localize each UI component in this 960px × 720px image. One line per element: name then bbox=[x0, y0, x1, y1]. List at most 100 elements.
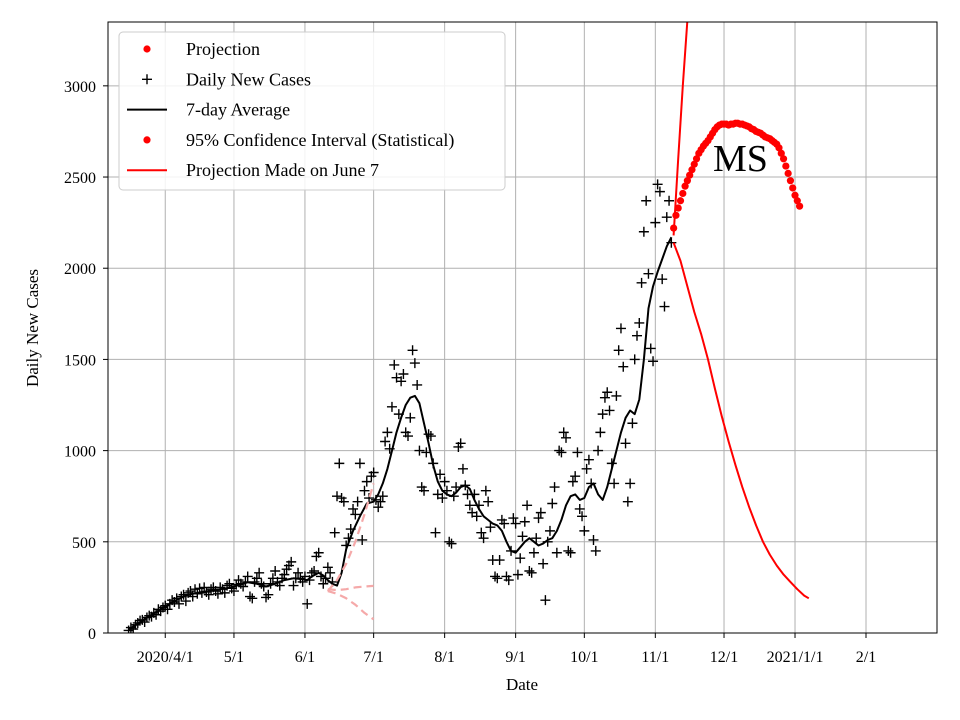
case-marker bbox=[357, 534, 368, 545]
case-marker bbox=[244, 591, 255, 602]
case-marker bbox=[524, 565, 535, 576]
projection-point bbox=[686, 171, 694, 179]
case-marker bbox=[446, 538, 457, 549]
projection-point bbox=[786, 177, 795, 185]
series-line bbox=[327, 590, 375, 621]
legend-marker bbox=[143, 136, 151, 144]
case-marker bbox=[288, 580, 299, 591]
case-marker bbox=[338, 496, 349, 507]
case-marker bbox=[407, 345, 418, 356]
case-marker bbox=[173, 598, 184, 609]
case-marker bbox=[613, 345, 624, 356]
case-marker bbox=[540, 595, 551, 606]
series-layer bbox=[123, 22, 810, 633]
case-marker bbox=[409, 358, 420, 369]
case-marker bbox=[492, 573, 503, 584]
case-marker bbox=[215, 582, 226, 593]
projection-point bbox=[674, 204, 682, 212]
projection-point bbox=[775, 144, 783, 152]
case-marker bbox=[325, 567, 336, 578]
legend-label: 95% Confidence Interval (Statistical) bbox=[186, 130, 454, 151]
projection-point bbox=[793, 197, 801, 205]
case-marker bbox=[414, 445, 425, 456]
series-june-7-projection-upper bbox=[326, 483, 375, 592]
projection-point bbox=[795, 202, 804, 210]
x-tick-label: 12/1 bbox=[710, 649, 738, 666]
case-marker bbox=[661, 212, 672, 223]
case-marker bbox=[382, 427, 393, 438]
case-marker bbox=[332, 491, 343, 502]
case-marker bbox=[419, 485, 430, 496]
case-marker bbox=[599, 392, 610, 403]
y-tick-label: 3000 bbox=[64, 79, 96, 96]
series-projection-made-on-june-7 bbox=[672, 242, 810, 600]
series-line bbox=[672, 242, 810, 600]
case-marker bbox=[533, 513, 544, 524]
case-marker bbox=[538, 558, 549, 569]
projection-point bbox=[782, 162, 790, 170]
case-marker bbox=[561, 432, 572, 443]
case-marker bbox=[581, 463, 592, 474]
case-marker bbox=[270, 565, 281, 576]
projection-point bbox=[679, 189, 687, 198]
legend-marker bbox=[143, 45, 151, 53]
projection-point bbox=[688, 166, 696, 174]
case-marker bbox=[549, 482, 560, 493]
case-marker bbox=[618, 361, 629, 372]
x-tick-label: 8/1 bbox=[434, 649, 454, 666]
case-marker bbox=[334, 458, 345, 469]
plot-frame bbox=[107, 21, 938, 634]
legend: Projection Daily New Cases 7-day Average 95… bbox=[118, 31, 506, 191]
case-marker bbox=[242, 571, 253, 582]
series-june-7-projection-mid bbox=[327, 584, 374, 592]
case-marker bbox=[622, 496, 633, 507]
case-marker bbox=[322, 562, 333, 573]
case-marker bbox=[572, 447, 583, 458]
legend-box bbox=[118, 31, 506, 191]
projection-point bbox=[683, 177, 691, 185]
series-line bbox=[327, 584, 374, 592]
case-marker bbox=[373, 502, 384, 513]
case-marker bbox=[471, 511, 482, 522]
case-marker bbox=[664, 195, 675, 206]
case-marker bbox=[563, 545, 574, 556]
case-marker bbox=[251, 573, 262, 584]
case-marker bbox=[279, 569, 290, 580]
projection-point bbox=[791, 191, 799, 199]
y-tick-label: 1500 bbox=[64, 352, 96, 369]
case-marker bbox=[593, 445, 604, 456]
case-marker bbox=[652, 179, 663, 190]
case-marker bbox=[567, 476, 578, 487]
case-marker bbox=[352, 496, 363, 507]
case-marker bbox=[551, 547, 562, 558]
case-marker bbox=[485, 522, 496, 533]
case-marker bbox=[476, 527, 487, 538]
case-marker bbox=[634, 317, 645, 328]
case-marker bbox=[350, 509, 361, 520]
case-marker bbox=[625, 478, 636, 489]
case-marker bbox=[517, 531, 528, 542]
case-marker bbox=[508, 513, 519, 524]
case-marker bbox=[480, 485, 491, 496]
case-marker bbox=[565, 547, 576, 558]
legend-label: Daily New Cases bbox=[186, 69, 311, 89]
case-marker bbox=[657, 274, 668, 285]
legend-label: Projection Made on June 7 bbox=[186, 160, 379, 180]
legend-marker bbox=[142, 74, 152, 85]
case-marker bbox=[648, 356, 659, 367]
y-tick-label: 1000 bbox=[64, 444, 96, 461]
case-marker bbox=[377, 491, 388, 502]
projection-point bbox=[779, 155, 788, 163]
case-marker bbox=[286, 556, 297, 567]
case-marker bbox=[588, 534, 599, 545]
case-marker bbox=[464, 500, 475, 511]
case-marker bbox=[604, 405, 615, 416]
case-marker bbox=[611, 390, 622, 401]
case-marker bbox=[510, 518, 521, 529]
case-marker bbox=[602, 387, 613, 398]
case-marker bbox=[364, 493, 375, 504]
case-marker bbox=[478, 533, 489, 544]
case-marker bbox=[554, 445, 565, 456]
case-marker bbox=[423, 429, 434, 440]
case-marker bbox=[386, 401, 397, 412]
